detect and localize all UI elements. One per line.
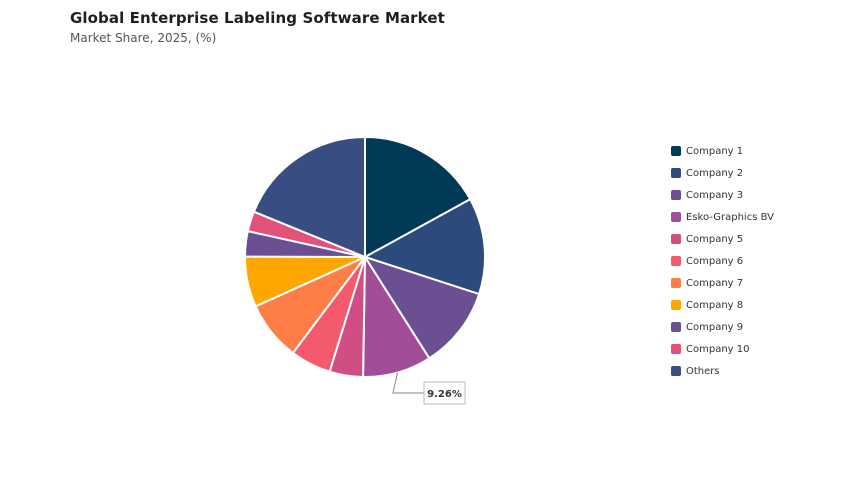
legend-label: Company 10 (686, 343, 750, 355)
legend-item-company-1[interactable]: Company 1 (671, 140, 774, 162)
legend-item-esko-graphics-bv[interactable]: Esko-Graphics BV (671, 206, 774, 228)
callout-box (423, 381, 466, 405)
legend-swatch (671, 190, 681, 200)
legend-item-company-3[interactable]: Company 3 (671, 184, 774, 206)
legend-swatch (671, 278, 681, 288)
chart-title: Global Enterprise Labeling Software Mark… (70, 9, 445, 27)
pie-slice-company-2[interactable] (362, 197, 486, 296)
legend-item-others[interactable]: Others (671, 360, 774, 382)
pie-slice-company-1[interactable] (364, 135, 472, 259)
legend-item-company-2[interactable]: Company 2 (671, 162, 774, 184)
pie-slice-company-3[interactable] (362, 255, 481, 360)
legend-label: Company 7 (686, 277, 744, 289)
legend-item-company-6[interactable]: Company 6 (671, 250, 774, 272)
legend-swatch (671, 168, 681, 178)
legend-item-company-5[interactable]: Company 5 (671, 228, 774, 250)
legend-label: Company 1 (686, 145, 744, 157)
legend-swatch (671, 146, 681, 156)
legend-swatch (671, 212, 681, 222)
legend-label: Company 2 (686, 167, 744, 179)
legend-label: Company 3 (686, 189, 744, 201)
legend-label: Company 6 (686, 255, 744, 267)
legend-label: Others (686, 365, 720, 377)
legend-label: Esko-Graphics BV (686, 211, 774, 223)
legend-label: Company 9 (686, 321, 744, 333)
legend-item-company-7[interactable]: Company 7 (671, 272, 774, 294)
legend-swatch (671, 344, 681, 354)
callout-label: 9.26% (427, 389, 462, 400)
legend-swatch (671, 256, 681, 266)
legend-swatch (671, 366, 681, 376)
legend-item-company-9[interactable]: Company 9 (671, 316, 774, 338)
legend-label: Company 8 (686, 299, 744, 311)
legend-label: Company 5 (686, 233, 744, 245)
legend-swatch (671, 300, 681, 310)
legend-item-company-10[interactable]: Company 10 (671, 338, 774, 360)
legend-swatch (671, 234, 681, 244)
legend-swatch (671, 322, 681, 332)
callout-leader-line (392, 372, 424, 394)
legend-item-company-8[interactable]: Company 8 (671, 294, 774, 316)
chart-subtitle: Market Share, 2025, (%) (70, 31, 217, 45)
pie-slice-others[interactable] (252, 135, 366, 259)
chart-legend: Company 1 Company 2 Company 3 Esko-Graphics… (671, 140, 774, 382)
